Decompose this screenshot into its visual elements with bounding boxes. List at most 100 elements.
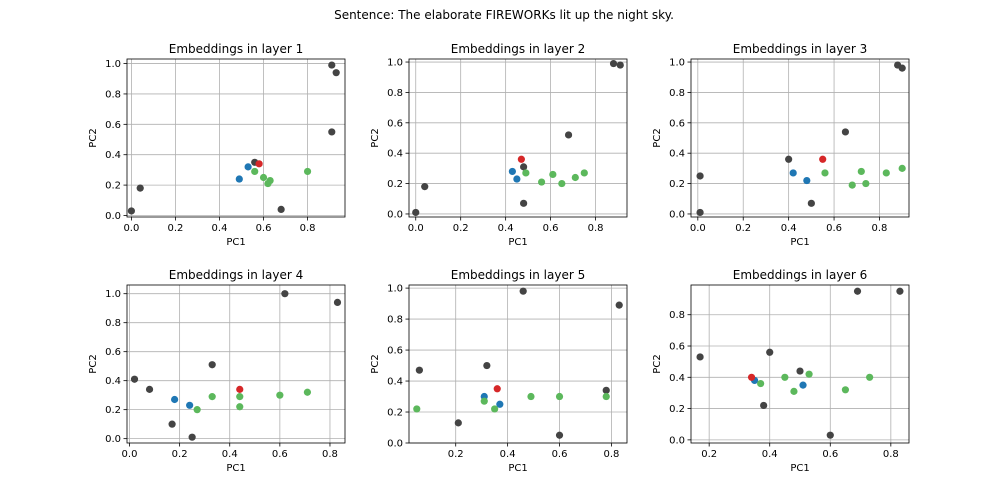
data-point	[696, 208, 704, 217]
data-point	[277, 205, 285, 214]
y-tick-label: 0.0	[669, 209, 685, 220]
y-axis-label: PC2	[370, 128, 381, 147]
data-point	[136, 184, 144, 192]
data-point	[188, 433, 196, 441]
y-tick-label: 0.4	[669, 149, 685, 160]
data-point	[747, 373, 756, 381]
data-point	[491, 405, 499, 413]
data-point	[796, 367, 804, 375]
subplot-layer-5: 0.2 0.4 0.6 0.8 0.0 0.2 0.4 0.6 0.8 1.0 Embeddings…	[370, 268, 628, 474]
x-tick-label: 0.2	[701, 449, 717, 460]
subplot-layer-3: 0.0 0.2 0.4 0.6 0.8 0.0 0.2 0.4 0.6 0.8 1.0 Embeddi…	[652, 42, 910, 248]
x-axis-label: PC1	[790, 237, 809, 248]
x-tick-label: 0.2	[735, 223, 751, 234]
data-point	[168, 420, 176, 428]
y-tick-label: 0.0	[669, 435, 685, 446]
x-tick-label: 0.8	[603, 449, 619, 460]
data-point	[898, 164, 906, 172]
y-tick-label: 1.0	[105, 59, 121, 70]
data-point	[609, 59, 618, 68]
x-tick-label: 0.4	[762, 449, 778, 460]
axes-frame	[408, 58, 628, 218]
y-axis-label: PC2	[652, 128, 663, 147]
data-point	[760, 401, 768, 410]
data-point	[413, 405, 421, 413]
data-point	[819, 155, 827, 163]
subplot-title: Embeddings in layer 2	[451, 42, 585, 56]
subplot-layer-2: 0.0 0.2 0.4 0.6 0.8 0.0 0.2 0.4 0.6 0.8 1.0 Embeddi…	[370, 42, 628, 248]
x-axis-label: PC1	[508, 463, 527, 474]
data-point	[841, 128, 850, 136]
data-point	[799, 381, 807, 389]
data-point	[208, 393, 216, 401]
y-tick-label: 0.4	[387, 149, 403, 160]
y-tick-label: 0.8	[387, 88, 403, 99]
figure-title: Sentence: The elaborate FIREWORKs lit up…	[334, 8, 674, 22]
data-point	[564, 131, 573, 139]
y-tick-label: 0.6	[105, 120, 121, 131]
data-point	[558, 179, 566, 188]
data-point	[493, 385, 501, 393]
data-point	[332, 69, 340, 77]
y-tick-label: 0.2	[387, 408, 403, 419]
x-tick-label: 0.4	[498, 223, 514, 234]
subplot-layer-1: 0.0 0.2 0.4 0.6 0.8 0.0 0.2 0.4 0.6 0.8 1.0 Embeddi…	[88, 42, 346, 248]
data-point	[848, 181, 856, 189]
y-tick-label: 0.6	[669, 342, 685, 353]
data-point	[496, 400, 504, 408]
data-point	[527, 392, 535, 401]
data-point	[303, 388, 312, 396]
data-point	[235, 175, 243, 183]
data-point	[853, 287, 862, 295]
data-point	[236, 385, 244, 393]
y-tick-label: 0.2	[105, 405, 121, 416]
x-tick-label: 0.6	[272, 449, 288, 460]
data-point	[259, 173, 268, 182]
data-point	[266, 176, 274, 185]
data-point	[415, 366, 423, 374]
subplot-title: Embeddings in layer 1	[169, 42, 303, 56]
data-point	[421, 183, 429, 191]
data-point	[412, 208, 420, 217]
data-point	[171, 395, 179, 404]
y-tick-label: 0.6	[105, 347, 121, 358]
subplot-title: Embeddings in layer 5	[451, 268, 585, 282]
data-point	[696, 353, 704, 361]
data-point	[519, 287, 527, 295]
axes-frame	[690, 284, 910, 444]
x-tick-label: 0.0	[123, 223, 139, 234]
y-tick-label: 0.4	[669, 373, 685, 384]
data-point	[549, 170, 557, 179]
data-point	[882, 169, 890, 177]
data-point	[580, 169, 588, 177]
data-point	[616, 61, 624, 69]
data-point	[602, 392, 610, 401]
data-point	[244, 163, 252, 171]
y-axis-label: PC2	[88, 128, 99, 147]
y-tick-label: 0.8	[105, 89, 121, 100]
y-tick-label: 0.0	[387, 209, 403, 220]
data-point	[520, 163, 528, 171]
y-tick-label: 0.8	[387, 315, 403, 326]
x-tick-label: 0.0	[408, 223, 424, 234]
y-tick-label: 0.8	[105, 318, 121, 329]
x-tick-label: 0.6	[543, 223, 559, 234]
y-tick-label: 1.0	[387, 58, 403, 69]
data-point	[537, 178, 546, 186]
data-point	[328, 128, 336, 136]
data-point	[696, 172, 704, 180]
x-axis-label: PC1	[508, 237, 527, 248]
data-point	[555, 431, 564, 439]
data-point	[333, 298, 342, 306]
y-tick-label: 0.2	[669, 179, 685, 190]
y-tick-label: 0.0	[105, 211, 121, 222]
data-point	[615, 301, 623, 309]
data-point	[303, 167, 312, 176]
y-tick-label: 0.4	[105, 150, 121, 161]
data-point	[896, 287, 904, 295]
y-tick-label: 0.2	[387, 179, 403, 190]
data-point	[454, 419, 462, 427]
y-tick-label: 1.0	[669, 58, 685, 69]
data-point	[145, 385, 154, 393]
data-point	[857, 167, 865, 176]
